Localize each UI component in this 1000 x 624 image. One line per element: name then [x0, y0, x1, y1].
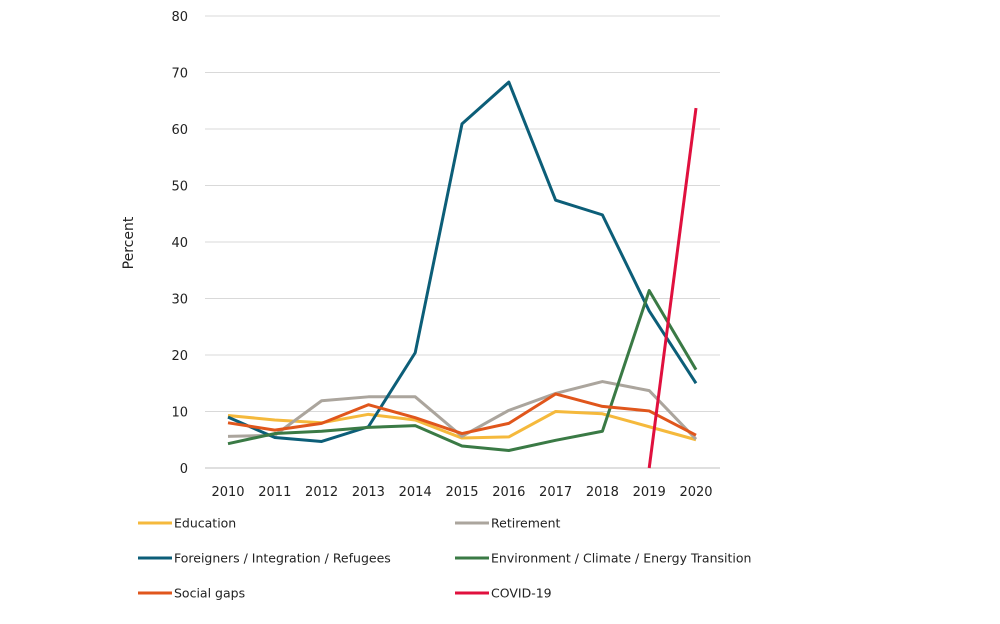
series-line-retirement [227, 380, 698, 441]
x-tick-label: 2019 [633, 485, 666, 500]
x-tick-label: 2013 [352, 485, 385, 500]
y-tick-label: 10 [171, 406, 188, 421]
legend-label: Retirement [491, 516, 561, 531]
y-tick-label: 60 [171, 123, 188, 138]
series-line-social-gaps [227, 392, 697, 437]
y-tick-label: 40 [171, 236, 188, 251]
y-tick-label: 0 [180, 462, 188, 477]
x-tick-label: 2012 [305, 485, 338, 500]
series-line-environment-climate-energy-transition [227, 289, 698, 452]
legend-item-retirement: Retirement [455, 516, 561, 531]
y-tick-label: 50 [171, 180, 188, 195]
y-tick-label: 80 [171, 10, 188, 25]
x-tick-label: 2017 [539, 485, 572, 500]
y-axis-title: Percent [121, 216, 137, 269]
x-tick-label: 2015 [445, 485, 478, 500]
series-line-education [227, 410, 697, 442]
y-axis-tick-labels: 0 10 20 30 40 50 60 70 80 [171, 10, 188, 477]
series-line-covid-19 [647, 107, 698, 469]
x-tick-label: 2011 [258, 485, 291, 500]
x-axis-tick-labels: 2010 2011 2012 2013 2014 2015 2016 2017 2018 2019… [211, 485, 712, 500]
legend-label: Environment / Climate / Energy Transitio… [491, 551, 751, 566]
gridlines [205, 15, 720, 469]
y-tick-label: 20 [171, 349, 188, 364]
legend-label: Social gaps [174, 586, 245, 601]
series-lines [227, 80, 698, 469]
x-tick-label: 2016 [492, 485, 525, 500]
legend-item-environment-climate-energy-transition: Environment / Climate / Energy Transitio… [455, 551, 751, 566]
x-tick-label: 2020 [679, 485, 712, 500]
legend-item-covid-19: COVID-19 [455, 586, 552, 601]
legend-item-education: Education [138, 516, 236, 531]
x-tick-label: 2014 [399, 485, 432, 500]
y-tick-label: 70 [171, 67, 188, 82]
series-line-foreigners-integration-refugees [227, 80, 698, 443]
legend-label: Foreigners / Integration / Refugees [174, 551, 391, 566]
legend-item-foreigners-integration-refugees: Foreigners / Integration / Refugees [138, 551, 391, 566]
legend-label: Education [174, 516, 236, 531]
legend-item-social-gaps: Social gaps [138, 586, 245, 601]
x-tick-label: 2018 [586, 485, 619, 500]
legend-label: COVID-19 [491, 586, 552, 601]
y-tick-label: 30 [171, 293, 188, 308]
legend: Education Retirement Foreigners / Integrat… [138, 516, 751, 601]
x-tick-label: 2010 [211, 485, 244, 500]
